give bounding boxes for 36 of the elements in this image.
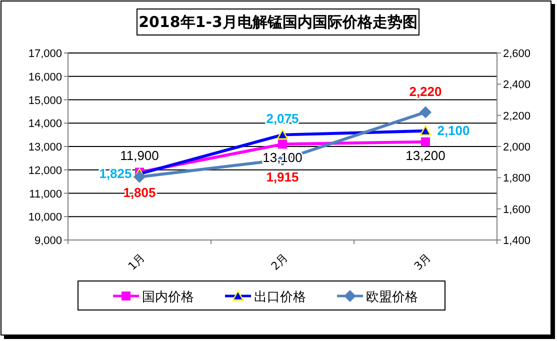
x-tick-label: 2月 (268, 250, 291, 273)
x-tick-label: 3月 (412, 250, 434, 273)
data-label: 2,220 (409, 84, 442, 100)
y-tick-label: 17,000 (28, 48, 62, 60)
y2-tick-label: 2,400 (503, 79, 531, 92)
y2-tick-label: 2,200 (503, 110, 531, 122)
y-tick-label: 15,000 (28, 94, 62, 107)
data-label: 1,825 (99, 166, 132, 181)
y2-tick-label: 2,600 (503, 48, 531, 60)
legend-label: 出口价格 (254, 290, 306, 305)
y2-tick-label: 1,400 (503, 235, 531, 247)
y-tick-label: 11,000 (29, 188, 62, 200)
point (420, 106, 432, 118)
y-tick-label: 9,000 (34, 235, 62, 247)
y-tick-label: 12,000 (28, 164, 62, 177)
data-label: 2,075 (266, 110, 299, 126)
y2-tick-label: 2,000 (503, 142, 531, 154)
y2-tick-label: 1,600 (503, 204, 531, 216)
point (278, 140, 287, 149)
chart-title: 2018年1-3月电解锰国内国际价格走势图 (138, 13, 418, 31)
data-label: 13,200 (406, 148, 446, 163)
point (421, 137, 430, 146)
data-label: 2,100 (437, 122, 470, 138)
point (276, 129, 288, 140)
y-tick-label: 13,000 (28, 142, 62, 154)
y2-tick-label: 1,800 (503, 172, 531, 185)
y-tick-label: 16,000 (28, 71, 62, 84)
data-label: 1,915 (266, 170, 299, 185)
y-tick-label: 14,000 (28, 118, 62, 130)
legend-label: 欧盟价格 (366, 290, 418, 305)
point (420, 125, 432, 136)
y-tick-label: 10,000 (28, 212, 62, 224)
data-label: 11,900 (120, 148, 159, 164)
legend-label: 国内价格 (142, 290, 194, 305)
x-tick-label: 1月 (126, 250, 148, 273)
point (134, 170, 146, 183)
